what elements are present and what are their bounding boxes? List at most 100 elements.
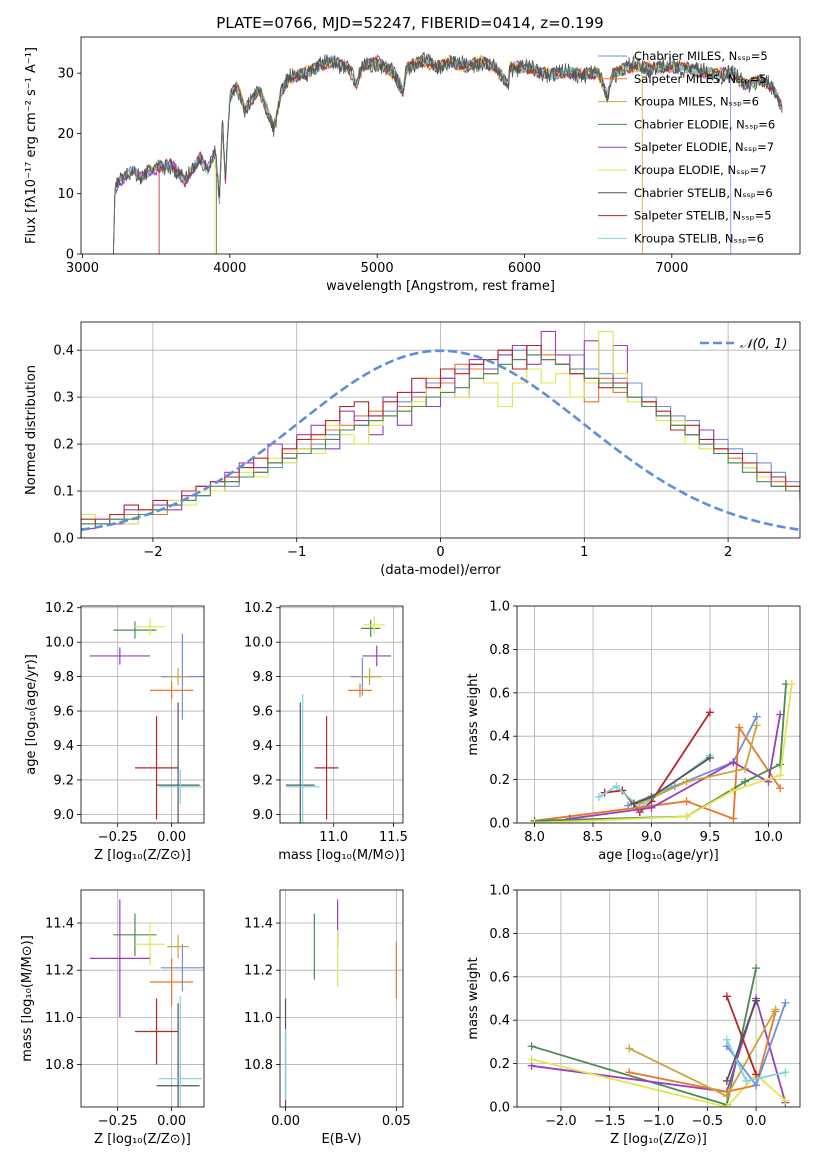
- age-vs-z-ytick-label: 9.6: [53, 705, 74, 720]
- weight-marker-chabrier-miles: [752, 712, 761, 721]
- axes-frame: [80, 889, 205, 1108]
- histogram-xlabel: (data-model)/error: [380, 563, 501, 578]
- spectrum-xtick-label: 4000: [213, 261, 246, 276]
- weight-marker-kroupa-elodie: [722, 1103, 731, 1107]
- weight-marker-chabrier-stelib: [752, 996, 761, 1005]
- weight-marker-kroupa-elodie: [729, 786, 738, 795]
- weight-marker-kroupa-elodie: [787, 680, 796, 689]
- histogram-ytick-label: 0.4: [53, 344, 74, 359]
- weight-vs-age-plot-area: [517, 606, 800, 823]
- legend-label: Kroupa MILES, Nₛₛₚ=6: [634, 95, 759, 109]
- mass-vs-z-ytick-label: 11.2: [45, 964, 74, 979]
- weight-marker-kroupa-miles: [741, 764, 750, 773]
- histogram-step-salpeter-miles: [81, 344, 800, 538]
- age-vs-z-plot-area: [81, 606, 204, 823]
- histogram-xtick-label: 0: [436, 545, 444, 560]
- spectrum-ytick-label: 20: [57, 127, 74, 142]
- weight-vs-z-xtick-label: −1.5: [594, 1114, 626, 1129]
- weight-marker-salpeter-miles: [776, 784, 785, 793]
- age-vs-mass-ytick-label: 9.6: [252, 705, 273, 720]
- weight-marker-kroupa-elodie: [682, 812, 691, 821]
- weight-vs-age-ylabel: mass weight: [466, 673, 481, 755]
- weight-vs-age-ytick-label: 0.0: [489, 817, 510, 832]
- axes-frame: [80, 605, 205, 824]
- histogram-step-salpeter-stelib: [81, 344, 800, 538]
- axes-frame: [279, 605, 404, 824]
- weight-marker-kroupa-miles: [625, 1044, 634, 1053]
- spectrum-plot-area: [113, 51, 783, 254]
- age-vs-z-xtick-label: 0.00: [157, 830, 186, 845]
- histogram-ylabel: Normed distribution: [24, 365, 39, 495]
- weight-marker-chabrier-stelib: [722, 1076, 731, 1085]
- histogram-step-salpeter-elodie: [81, 330, 800, 538]
- weight-marker-chabrier-elodie: [741, 777, 750, 786]
- weight-marker-salpeter-miles: [682, 797, 691, 806]
- mass-vs-ebv-ytick-label: 10.8: [244, 1058, 273, 1073]
- weight-vs-age-xtick-label: 10.0: [754, 830, 783, 845]
- axes-frame: [279, 889, 404, 1108]
- weight-marker-salpeter-miles: [625, 1068, 634, 1077]
- weight-marker-salpeter-elodie: [776, 710, 785, 719]
- weight-marker-salpeter-miles: [735, 723, 744, 732]
- weight-marker-kroupa-elodie: [776, 771, 785, 780]
- weight-line-salpeter-elodie: [531, 995, 787, 1103]
- weight-marker-chabrier-elodie: [527, 1042, 536, 1051]
- age-vs-mass-xtick-label: 11.0: [319, 830, 348, 845]
- weight-line-salpeter-stelib: [604, 711, 711, 814]
- weight-vs-z-xtick-label: −1.0: [643, 1114, 675, 1129]
- age-vs-mass-xtick-label: 11.5: [379, 830, 408, 845]
- spectrum-ytick-label: 0: [66, 248, 74, 263]
- weight-marker-kroupa-stelib: [742, 1076, 751, 1085]
- legend-label: Chabrier MILES, Nₛₛₚ=5: [634, 49, 768, 63]
- weight-marker-kroupa-stelib: [594, 792, 603, 801]
- weight-vs-age-ytick-label: 0.2: [489, 773, 510, 788]
- histogram-plot-area: [81, 322, 800, 538]
- mass-vs-z-ylabel: mass [log₁₀(M/M⊙)]: [20, 935, 35, 1062]
- weight-vs-age-xtick-label: 9.0: [641, 830, 662, 845]
- weight-marker-chabrier-elodie: [752, 964, 761, 973]
- mass-vs-ebv-ytick-label: 11.2: [244, 964, 273, 979]
- histogram-ytick-label: 0.1: [53, 485, 74, 500]
- weight-line-chabrier-elodie: [534, 684, 787, 822]
- weight-marker-kroupa-miles: [682, 777, 691, 786]
- weight-marker-chabrier-stelib: [705, 753, 714, 762]
- histogram-ytick-label: 0.0: [53, 532, 74, 547]
- age-vs-mass-ytick-label: 9.0: [252, 808, 273, 823]
- weight-vs-z-ytick-label: 0.4: [489, 1014, 510, 1029]
- weight-vs-z-ytick-label: 0.8: [489, 927, 510, 942]
- weight-line-salpeter-stelib: [725, 995, 757, 1075]
- mass-vs-ebv-ytick-label: 11.4: [244, 917, 273, 932]
- weight-line-chabrier-elodie: [531, 967, 757, 1106]
- legend-label: Chabrier ELODIE, Nₛₛₚ=6: [634, 117, 775, 131]
- age-vs-z-xtick-label: −0.25: [98, 830, 138, 845]
- weight-marker-salpeter-elodie: [729, 758, 738, 767]
- age-vs-mass-ytick-label: 10.2: [244, 601, 273, 616]
- histogram-ytick-label: 0.2: [53, 438, 74, 453]
- weight-marker-kroupa-miles: [722, 1092, 731, 1101]
- weight-vs-z-xlabel: Z [log₁₀(Z/Z⊙)]: [610, 1132, 707, 1147]
- histogram-ytick-label: 0.3: [53, 391, 74, 406]
- age-vs-mass-ytick-label: 10.0: [244, 636, 273, 651]
- mass-vs-z-xtick-label: 0.00: [157, 1114, 186, 1129]
- age-vs-z-ytick-label: 9.8: [53, 670, 74, 685]
- weight-marker-chabrier-stelib: [647, 792, 656, 801]
- mass-vs-z-xtick-label: −0.25: [98, 1114, 138, 1129]
- mass-vs-ebv-xlabel: E(B-V): [321, 1132, 361, 1147]
- legend-label: Salpeter ELODIE, Nₛₛₚ=7: [634, 140, 774, 154]
- spectrum-xlabel: wavelength [Angstrom, rest frame]: [326, 279, 555, 294]
- legend-label: Salpeter MILES, Nₛₛₚ=5: [634, 72, 767, 86]
- mass-vs-ebv-xtick-label: 0.00: [271, 1114, 300, 1129]
- mass-vs-ebv-ytick-label: 11.0: [244, 1011, 273, 1026]
- weight-marker-salpeter-elodie: [647, 803, 656, 812]
- histogram-xtick-label: 1: [580, 545, 588, 560]
- mass-vs-z-ytick-label: 11.4: [45, 917, 74, 932]
- weight-marker-chabrier-miles: [752, 1081, 761, 1090]
- weight-vs-age-ytick-label: 0.6: [489, 686, 510, 701]
- histogram-step-chabrier-elodie: [81, 354, 800, 538]
- mass-vs-z-ytick-label: 10.8: [45, 1058, 74, 1073]
- spectrum-xtick-label: 3000: [66, 261, 99, 276]
- weight-vs-z-ytick-label: 1.0: [489, 884, 510, 899]
- mass-vs-z-ytick-label: 11.0: [45, 1011, 74, 1026]
- weight-line-kroupa-miles: [639, 725, 758, 805]
